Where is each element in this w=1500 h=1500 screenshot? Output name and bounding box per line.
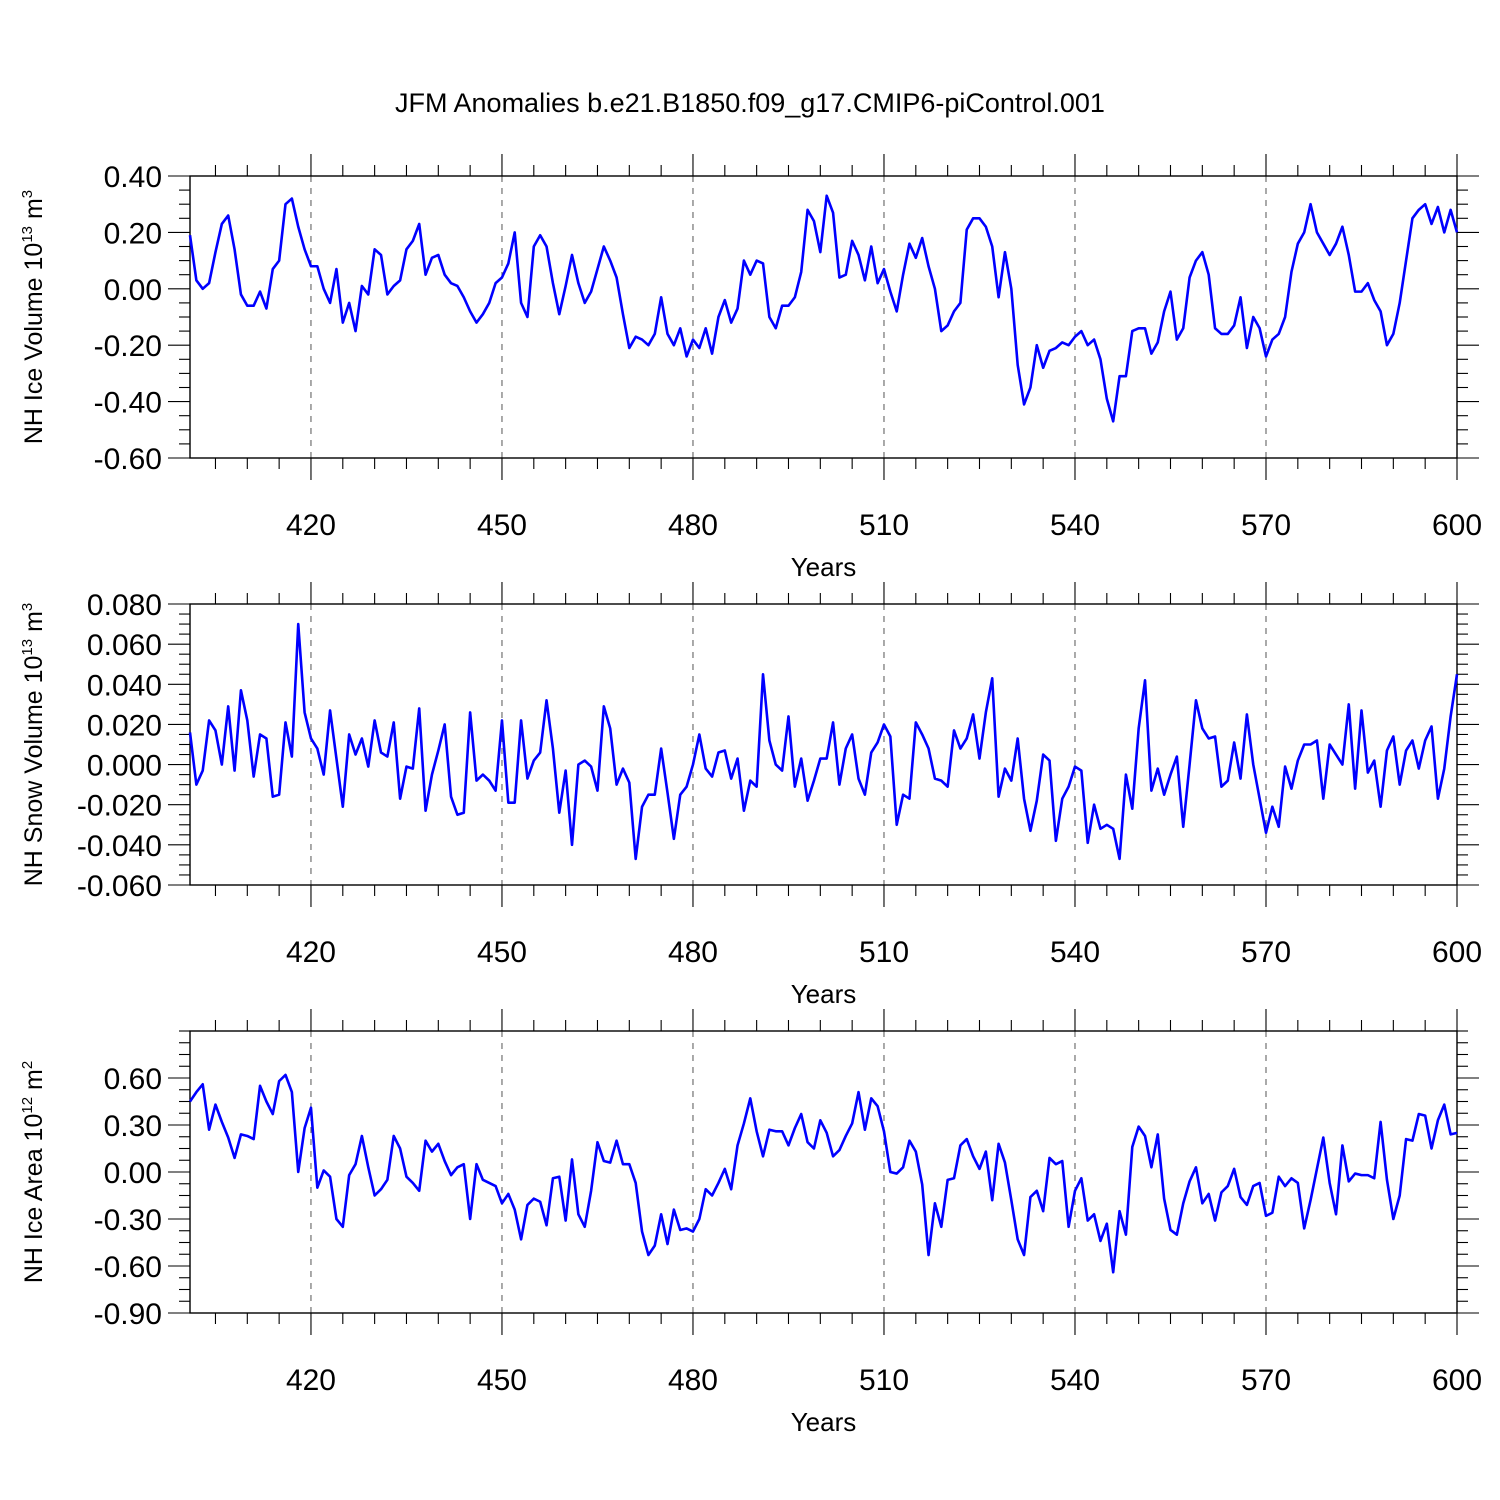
x-tick-label: 420 (286, 936, 336, 969)
y-tick-label: 0.040 (87, 669, 162, 702)
y-axis-label: NH Snow Volume 1013 m3 (19, 603, 48, 887)
y-tick-label: -0.60 (94, 443, 162, 476)
y-tick-label: -0.20 (94, 330, 162, 363)
x-tick-label: 600 (1432, 936, 1482, 969)
series-line-ice-volume (188, 194, 1459, 423)
x-tick-label: 540 (1050, 509, 1100, 542)
y-tick-label: 0.60 (104, 1063, 162, 1096)
series-line-snow-volume (188, 622, 1459, 861)
y-tick-label: 0.000 (87, 750, 162, 783)
y-tick-label: -0.060 (77, 870, 162, 903)
panel-snow-volume: -0.060 -0.040 -0.020 0.000 0.020 0.040 0.060 0.… (19, 582, 1482, 1009)
y-tick-label: 0.060 (87, 629, 162, 662)
x-axis-label: Years (791, 552, 857, 582)
x-tick-label: 600 (1432, 509, 1482, 542)
x-tick-label: 480 (668, 936, 718, 969)
y-tick-label: 0.00 (104, 274, 162, 307)
x-tick-label: 420 (286, 1364, 336, 1397)
x-tick-label: 570 (1241, 936, 1291, 969)
x-tick-label: 600 (1432, 1364, 1482, 1397)
panel-ice-area: -0.90 -0.60 -0.30 0.00 0.30 0.60 420 450 480 510 5… (19, 1009, 1482, 1437)
x-tick-label: 510 (859, 1364, 909, 1397)
x-tick-label: 540 (1050, 936, 1100, 969)
x-axis-label: Years (791, 1407, 857, 1437)
x-tick-label: 570 (1241, 509, 1291, 542)
x-tick-label: 570 (1241, 1364, 1291, 1397)
series-line-ice-area (188, 1073, 1458, 1274)
x-tick-label: 450 (477, 1364, 527, 1397)
y-tick-label: -0.020 (77, 790, 162, 823)
x-tick-label: 450 (477, 936, 527, 969)
y-tick-label: 0.020 (87, 709, 162, 742)
y-tick-label: -0.60 (94, 1251, 162, 1284)
x-tick-label: 510 (859, 936, 909, 969)
y-axis-label: NH Ice Volume 1013 m3 (19, 190, 48, 444)
x-tick-label: 450 (477, 509, 527, 542)
y-tick-label: 0.080 (87, 589, 162, 622)
x-tick-label: 510 (859, 509, 909, 542)
y-tick-label: 0.30 (104, 1110, 162, 1143)
x-axis-label: Years (791, 979, 857, 1009)
y-axis-label: NH Ice Area 1012 m2 (19, 1061, 48, 1283)
x-tick-label: 480 (668, 509, 718, 542)
x-tick-label: 540 (1050, 1364, 1100, 1397)
y-tick-label: -0.90 (94, 1298, 162, 1331)
y-tick-label: 0.00 (104, 1157, 162, 1190)
plot-frame (189, 1030, 1458, 1314)
x-tick-label: 480 (668, 1364, 718, 1397)
y-tick-label: -0.040 (77, 830, 162, 863)
panel-ice-volume: -0.60 -0.40 -0.20 0.00 0.20 0.40 420 450 480 510 5… (19, 154, 1482, 582)
x-tick-label: 420 (286, 509, 336, 542)
figure-title: JFM Anomalies b.e21.B1850.f09_g17.CMIP6-… (395, 88, 1105, 118)
y-tick-label: -0.40 (94, 387, 162, 420)
y-tick-label: -0.30 (94, 1204, 162, 1237)
y-tick-label: 0.40 (104, 161, 162, 194)
y-tick-label: 0.20 (104, 217, 162, 250)
